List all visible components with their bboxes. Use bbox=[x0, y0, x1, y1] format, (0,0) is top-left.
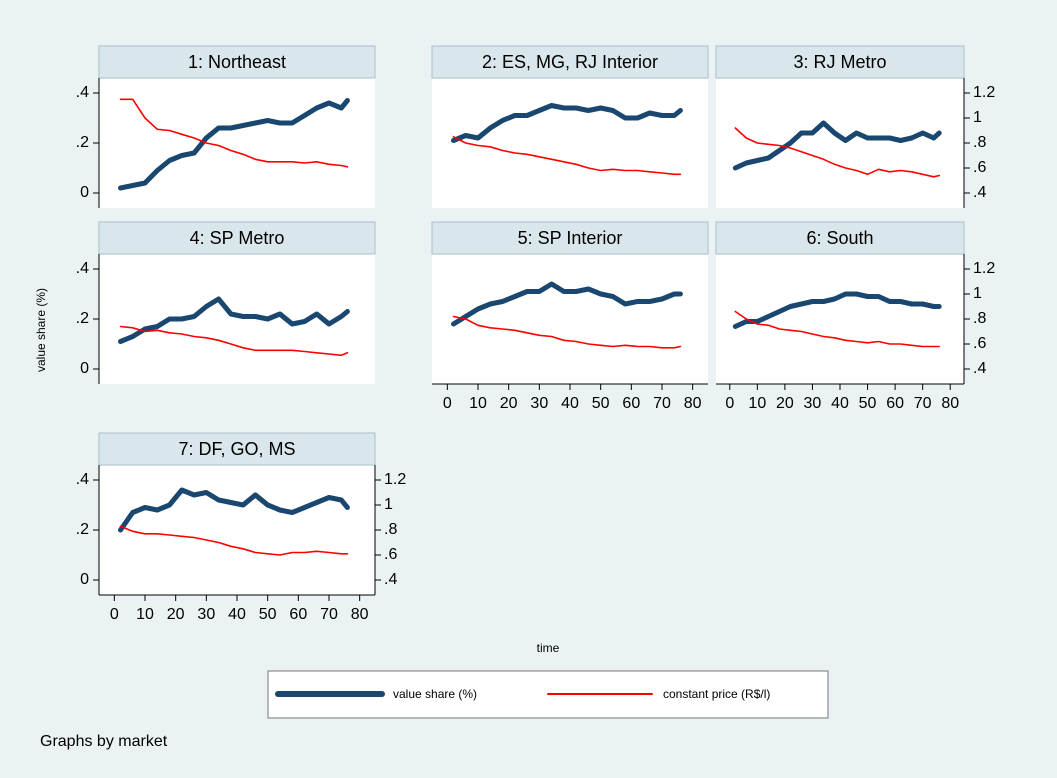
panel-title: 2: ES, MG, RJ Interior bbox=[482, 52, 658, 72]
panel-strip bbox=[98, 45, 376, 79]
x-tick-label: 10 bbox=[469, 395, 487, 412]
x-tick-label: 30 bbox=[530, 395, 548, 412]
panel-strip bbox=[715, 221, 965, 255]
y2-tick-label: .6 bbox=[973, 159, 986, 176]
series-line bbox=[119, 325, 349, 357]
x-tick-label: 60 bbox=[622, 395, 640, 412]
panel-strip bbox=[98, 432, 376, 466]
panel-strip bbox=[715, 45, 965, 79]
x-tick-label: 70 bbox=[320, 606, 338, 623]
series-line bbox=[452, 315, 682, 349]
y2-tick-label: .4 bbox=[973, 184, 986, 201]
series-line bbox=[118, 487, 350, 533]
plot-area bbox=[99, 78, 375, 208]
series-line bbox=[734, 310, 940, 348]
x-tick-label: 30 bbox=[804, 395, 822, 412]
y2-tick-label: 1.2 bbox=[973, 84, 995, 101]
y2-tick-label: 1 bbox=[384, 496, 393, 513]
x-tick-label: 0 bbox=[725, 395, 734, 412]
x-tick-label: 70 bbox=[914, 395, 932, 412]
series-line bbox=[732, 291, 942, 329]
x-tick-label: 60 bbox=[289, 606, 307, 623]
x-tick-label: 50 bbox=[592, 395, 610, 412]
series-line bbox=[119, 525, 349, 556]
x-axis-title: time bbox=[537, 641, 560, 655]
legend-label: constant price (R$/l) bbox=[663, 687, 770, 701]
y-tick-label: 0 bbox=[80, 360, 89, 377]
x-tick-label: 70 bbox=[653, 395, 671, 412]
y2-tick-label: .4 bbox=[973, 360, 986, 377]
x-tick-label: 10 bbox=[136, 606, 154, 623]
y2-tick-label: 1 bbox=[973, 109, 982, 126]
series-line bbox=[118, 296, 350, 344]
x-tick-label: 20 bbox=[500, 395, 518, 412]
legend-label: value share (%) bbox=[393, 687, 477, 701]
plot-area bbox=[99, 254, 375, 384]
series-line bbox=[451, 103, 683, 143]
panel-title: 7: DF, GO, MS bbox=[178, 439, 295, 459]
plot-area bbox=[432, 254, 708, 384]
y2-tick-label: .4 bbox=[384, 571, 397, 588]
y-tick-label: .4 bbox=[76, 260, 89, 277]
y2-tick-label: .8 bbox=[973, 310, 986, 327]
plot-area bbox=[99, 465, 375, 595]
y-tick-label: .4 bbox=[76, 471, 89, 488]
x-tick-label: 40 bbox=[561, 395, 579, 412]
y2-tick-label: 1 bbox=[973, 285, 982, 302]
y-tick-label: .2 bbox=[76, 310, 89, 327]
x-tick-label: 20 bbox=[776, 395, 794, 412]
panel-strip bbox=[431, 221, 709, 255]
x-tick-label: 80 bbox=[684, 395, 702, 412]
x-tick-label: 0 bbox=[443, 395, 452, 412]
y-tick-label: .2 bbox=[76, 521, 89, 538]
panel-title: 3: RJ Metro bbox=[793, 52, 886, 72]
y-tick-label: .2 bbox=[76, 134, 89, 151]
x-tick-label: 40 bbox=[831, 395, 849, 412]
y2-tick-label: 1.2 bbox=[973, 260, 995, 277]
x-tick-label: 20 bbox=[167, 606, 185, 623]
panel-strip bbox=[431, 45, 709, 79]
series-line bbox=[452, 136, 682, 176]
series-line bbox=[451, 281, 683, 327]
series-line bbox=[119, 98, 349, 168]
x-tick-label: 30 bbox=[197, 606, 215, 623]
panel-strip bbox=[98, 221, 376, 255]
x-tick-label: 10 bbox=[748, 395, 766, 412]
panel-title: 6: South bbox=[806, 228, 873, 248]
series-line bbox=[118, 98, 350, 191]
y2-tick-label: .8 bbox=[973, 134, 986, 151]
plot-area bbox=[432, 78, 708, 208]
y-tick-label: 0 bbox=[80, 184, 89, 201]
x-tick-label: 50 bbox=[259, 606, 277, 623]
series-line bbox=[732, 120, 942, 171]
x-tick-label: 0 bbox=[110, 606, 119, 623]
series-line bbox=[734, 127, 940, 178]
plot-area bbox=[716, 78, 964, 208]
panel-title: 5: SP Interior bbox=[518, 228, 623, 248]
x-tick-label: 80 bbox=[941, 395, 959, 412]
panel-title: 4: SP Metro bbox=[190, 228, 285, 248]
note: Graphs by market bbox=[40, 733, 168, 750]
y-tick-label: .4 bbox=[76, 84, 89, 101]
y2-tick-label: .6 bbox=[973, 335, 986, 352]
x-tick-label: 40 bbox=[228, 606, 246, 623]
y-axis-title: value share (%) bbox=[34, 288, 48, 372]
x-tick-label: 80 bbox=[351, 606, 369, 623]
x-tick-label: 50 bbox=[859, 395, 877, 412]
y2-tick-label: 1.2 bbox=[384, 471, 406, 488]
y2-tick-label: .8 bbox=[384, 521, 397, 538]
x-tick-label: 60 bbox=[886, 395, 904, 412]
panel-title: 1: Northeast bbox=[188, 52, 286, 72]
y-tick-label: 0 bbox=[80, 571, 89, 588]
y2-tick-label: .6 bbox=[384, 546, 397, 563]
